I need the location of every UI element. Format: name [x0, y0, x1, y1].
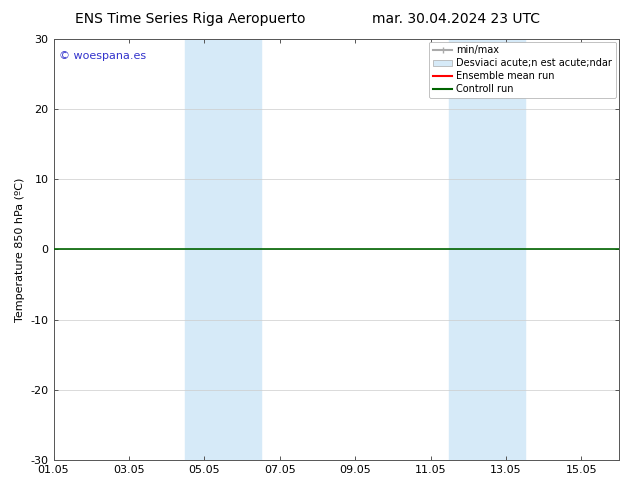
Text: ENS Time Series Riga Aeropuerto: ENS Time Series Riga Aeropuerto [75, 12, 306, 26]
Bar [450, 39, 525, 460]
Y-axis label: Temperature 850 hPa (ºC): Temperature 850 hPa (ºC) [15, 177, 25, 321]
Legend: min/max, Desviaci acute;n est acute;ndar, Ensemble mean run, Controll run: min/max, Desviaci acute;n est acute;ndar… [429, 42, 616, 98]
Text: © woespana.es: © woespana.es [59, 51, 146, 61]
Text: mar. 30.04.2024 23 UTC: mar. 30.04.2024 23 UTC [373, 12, 540, 26]
Bar [186, 39, 261, 460]
